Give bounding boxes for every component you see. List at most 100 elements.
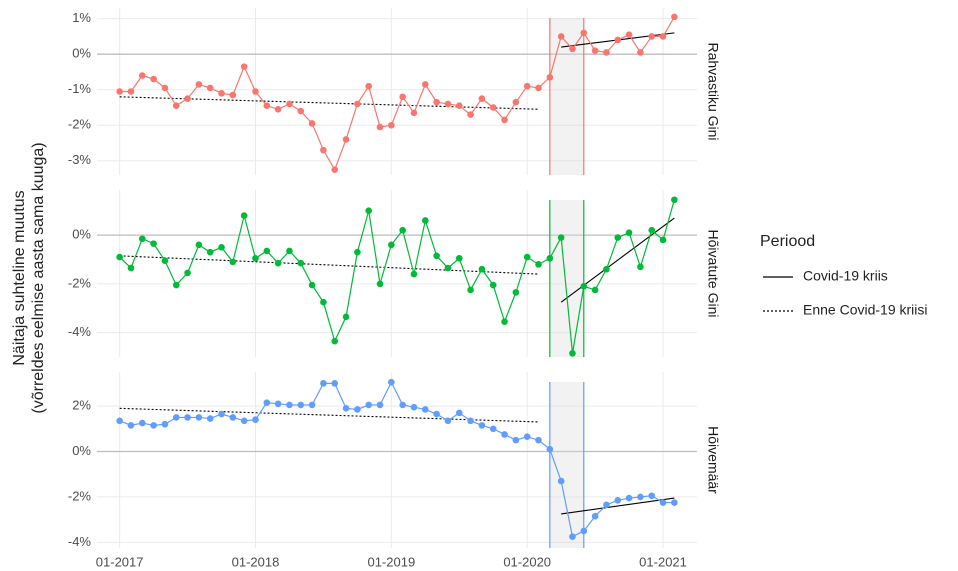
data-point [546, 73, 554, 81]
y-tick-label: 0% [72, 46, 91, 61]
data-point [161, 257, 169, 265]
data-point [455, 254, 463, 262]
data-point [444, 417, 452, 425]
data-point [489, 425, 497, 433]
data-point [161, 84, 169, 92]
data-point [195, 414, 203, 421]
data-point [671, 196, 678, 204]
data-point [455, 102, 463, 110]
data-point [320, 298, 327, 306]
data-point [206, 248, 214, 256]
data-point [342, 136, 350, 143]
data-point [240, 212, 248, 219]
data-point [478, 95, 486, 102]
data-point [671, 499, 678, 506]
data-point [580, 282, 588, 290]
data-point [410, 403, 418, 411]
data-point [320, 380, 327, 387]
data-point [444, 100, 452, 108]
y-tick-label: -1% [68, 81, 92, 96]
data-point [422, 81, 429, 88]
data-point [138, 419, 146, 427]
x-tick-label: 01-2019 [367, 554, 415, 569]
data-point [557, 33, 565, 40]
data-point [116, 417, 123, 425]
y-tick-label: 2% [72, 398, 91, 413]
data-point [263, 399, 271, 406]
data-point [478, 265, 486, 273]
data-point [184, 269, 191, 277]
data-point [625, 229, 633, 236]
data-point [433, 252, 440, 260]
data-point [308, 281, 316, 289]
data-point [478, 422, 486, 429]
data-point [274, 105, 282, 113]
data-point [252, 88, 259, 95]
data-point [240, 63, 248, 70]
data-point [433, 410, 440, 418]
data-point [671, 13, 678, 21]
data-point [161, 420, 169, 428]
trend-line [119, 407, 539, 423]
trend-line [119, 255, 539, 275]
data-point [410, 270, 418, 278]
y-tick-label: 1% [72, 10, 91, 25]
data-point [308, 120, 316, 127]
data-point [331, 337, 339, 345]
data-point [206, 415, 214, 422]
data-point [286, 401, 293, 409]
data-point [557, 234, 565, 241]
x-tick-label: 01-2018 [232, 554, 280, 569]
data-point [399, 401, 406, 409]
trend-line [561, 497, 675, 515]
data-point [659, 499, 667, 506]
y-tick-label: -2% [68, 117, 92, 132]
data-point [637, 263, 644, 271]
data-point [127, 264, 135, 272]
data-point [388, 241, 395, 249]
y-axis-label: Näitaja suhteline muutus [11, 190, 28, 365]
data-point [614, 497, 622, 504]
data-point [569, 350, 576, 357]
data-point [467, 286, 474, 294]
data-point [489, 281, 497, 289]
data-point [444, 264, 452, 272]
data-point [523, 253, 531, 261]
data-point [648, 492, 656, 500]
data-point [354, 406, 361, 413]
data-point [184, 414, 191, 421]
data-line [119, 199, 675, 354]
data-point [218, 89, 225, 97]
data-point [603, 265, 610, 273]
data-point [546, 254, 554, 262]
data-point [388, 378, 395, 386]
data-point [648, 33, 656, 40]
data-point [591, 512, 599, 520]
data-point [580, 29, 588, 37]
data-point [138, 235, 146, 243]
data-point [320, 146, 327, 154]
data-point [184, 95, 191, 102]
data-point [150, 422, 157, 429]
data-point [263, 102, 271, 110]
data-point [512, 98, 520, 106]
facet-label: Hõivatute Gini [705, 230, 721, 318]
data-point [399, 93, 406, 101]
data-point [354, 248, 361, 256]
data-point [433, 98, 440, 106]
data-point [637, 493, 644, 501]
data-point [523, 433, 531, 441]
data-point [195, 241, 203, 249]
y-tick-label: -2% [68, 488, 92, 503]
data-point [218, 410, 225, 418]
data-point [410, 109, 418, 117]
data-point [127, 422, 135, 429]
data-point [229, 414, 237, 421]
data-point [535, 436, 542, 444]
data-point [308, 401, 316, 409]
data-point [342, 313, 350, 321]
data-point [648, 226, 656, 234]
data-point [614, 36, 622, 44]
data-point [116, 253, 123, 261]
data-point [172, 102, 180, 110]
